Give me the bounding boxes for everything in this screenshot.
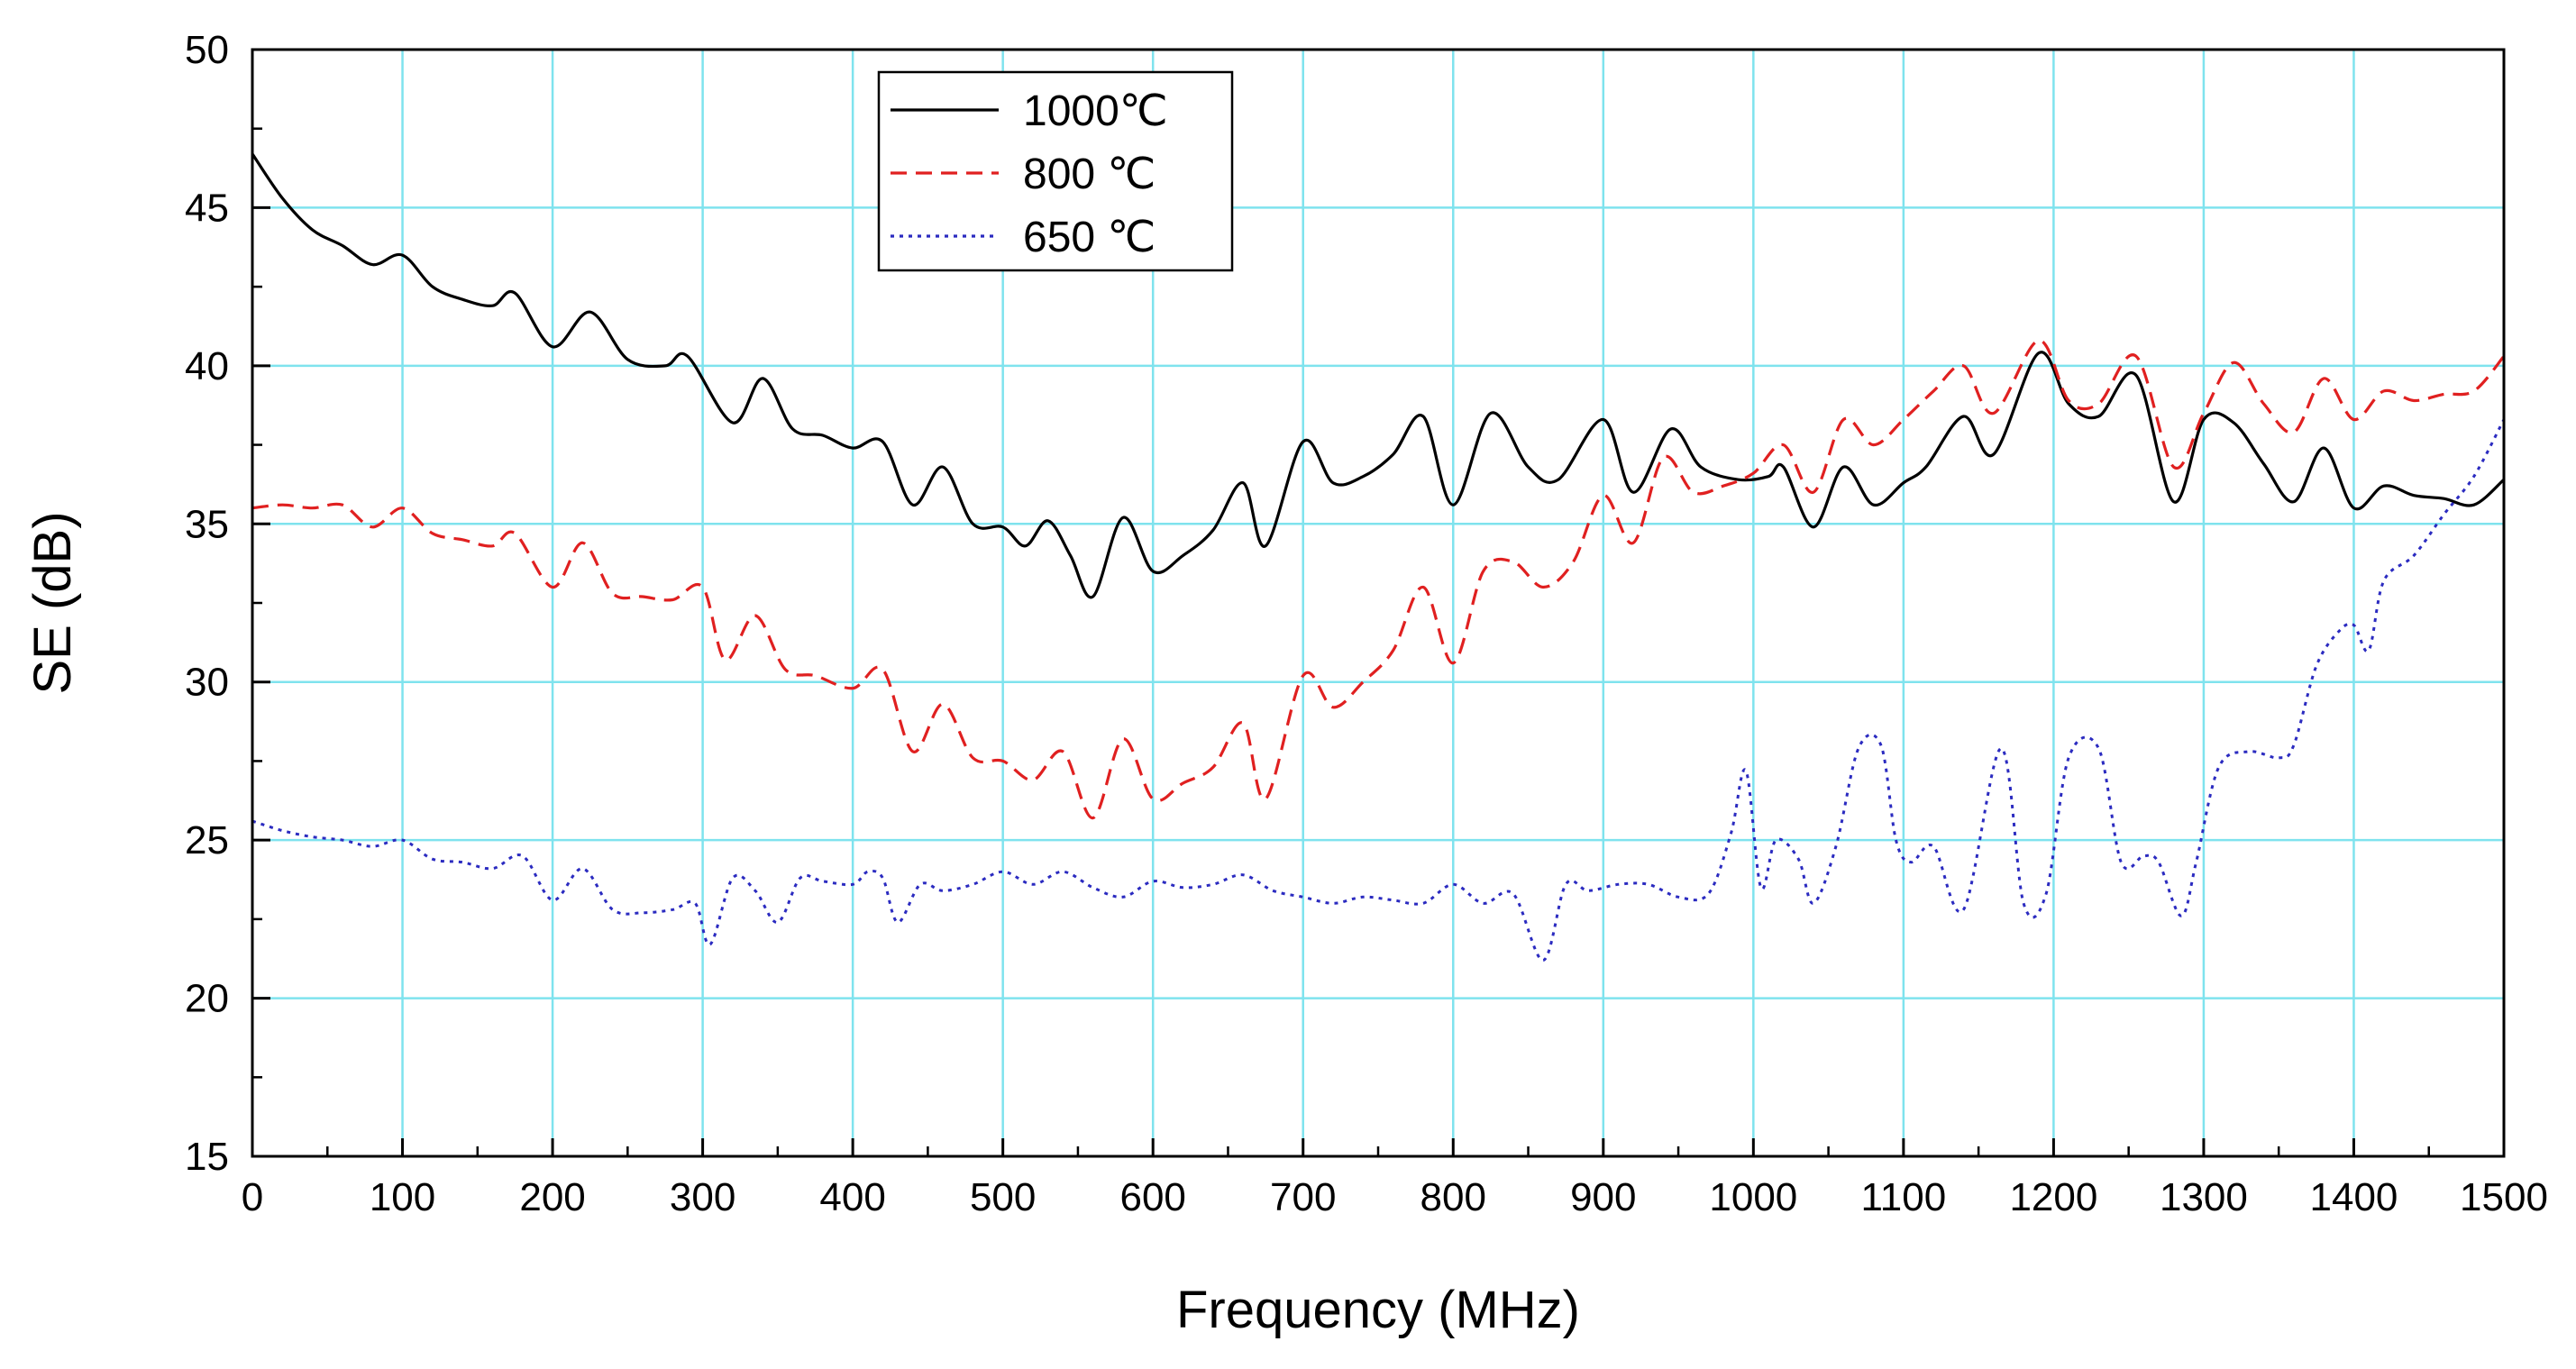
y-tick-label-35: 35: [185, 502, 229, 546]
legend-label-3: 650 ℃: [1023, 214, 1156, 261]
x-axis-title: Frequency (MHz): [1176, 1281, 1580, 1339]
x-tick-label-700: 700: [1270, 1175, 1336, 1219]
x-tick-label-1400: 1400: [2310, 1175, 2398, 1219]
y-tick-label-25: 25: [185, 818, 229, 862]
legend: 1000℃ 800 ℃ 650 ℃: [877, 70, 1234, 272]
x-tick-label-1200: 1200: [2009, 1175, 2097, 1219]
x-tick-label-400: 400: [819, 1175, 885, 1219]
y-tick-label-30: 30: [185, 661, 229, 705]
x-tick-label-900: 900: [1570, 1175, 1636, 1219]
legend-label-1: 1000℃: [1023, 87, 1168, 135]
series-layer: [251, 152, 2506, 962]
y-tick-label-20: 20: [185, 977, 229, 1021]
x-tick-label-800: 800: [1420, 1175, 1486, 1219]
series-line-2: [251, 339, 2506, 820]
x-tick-label-1300: 1300: [2160, 1175, 2248, 1219]
y-tick-label-50: 50: [185, 28, 229, 72]
x-tick-label-500: 500: [970, 1175, 1036, 1219]
x-tick-label-1000: 1000: [1709, 1175, 1797, 1219]
x-tick-label-200: 200: [519, 1175, 585, 1219]
y-tick-label-15: 15: [185, 1135, 229, 1179]
y-tick-label-45: 45: [185, 186, 229, 230]
x-tick-label-100: 100: [370, 1175, 435, 1219]
series-line-3: [251, 418, 2506, 962]
x-tick-label-1100: 1100: [1861, 1175, 1947, 1219]
x-tick-label-600: 600: [1119, 1175, 1185, 1219]
x-tick-label-0: 0: [242, 1175, 263, 1219]
legend-label-2: 800 ℃: [1023, 151, 1156, 198]
x-tick-label-300: 300: [670, 1175, 735, 1219]
y-tick-label-40: 40: [185, 344, 229, 388]
x-tick-label-1500: 1500: [2460, 1175, 2548, 1219]
series-line-1: [251, 152, 2506, 599]
axes: 0 100 200 300 400 500 600 700 800 900 1000 1100 1200…: [185, 28, 2548, 1219]
y-axis-title: SE (dB): [23, 511, 82, 694]
